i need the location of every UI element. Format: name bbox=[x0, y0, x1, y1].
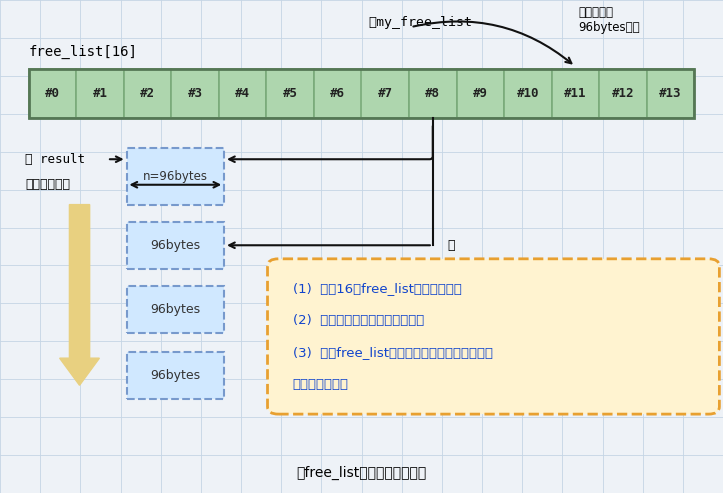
Text: free_list[16]: free_list[16] bbox=[29, 45, 138, 59]
Text: #10: #10 bbox=[516, 87, 539, 100]
Text: ② result: ② result bbox=[25, 153, 85, 166]
Bar bbox=[409, 69, 456, 118]
Bar bbox=[29, 69, 77, 118]
Text: #12: #12 bbox=[612, 87, 634, 100]
Text: 节点变为头节点: 节点变为头节点 bbox=[293, 378, 348, 391]
Text: #11: #11 bbox=[564, 87, 586, 100]
Text: #8: #8 bbox=[425, 87, 440, 100]
Text: (1)  寻找16个free_list中适当的一个: (1) 寻找16个free_list中适当的一个 bbox=[293, 282, 462, 295]
Bar bbox=[456, 69, 504, 118]
Text: 96bytes区块: 96bytes区块 bbox=[578, 21, 640, 34]
Text: (3)  跳转free_list使上一步调出的内存的下一个: (3) 跳转free_list使上一步调出的内存的下一个 bbox=[293, 346, 493, 359]
Bar bbox=[77, 69, 124, 118]
FancyBboxPatch shape bbox=[268, 259, 719, 414]
Text: #7: #7 bbox=[377, 87, 393, 100]
Bar bbox=[362, 69, 409, 118]
Bar bbox=[127, 148, 224, 205]
Bar bbox=[646, 69, 694, 118]
Bar bbox=[127, 222, 224, 269]
Text: #1: #1 bbox=[93, 87, 108, 100]
Bar bbox=[504, 69, 552, 118]
Text: 96bytes: 96bytes bbox=[150, 239, 200, 252]
Bar bbox=[599, 69, 646, 118]
Text: 从free_list调出可用区块内存: 从free_list调出可用区块内存 bbox=[296, 466, 427, 480]
Bar bbox=[127, 286, 224, 333]
Text: 96bytes: 96bytes bbox=[150, 303, 200, 316]
Text: 96bytes: 96bytes bbox=[150, 369, 200, 383]
Bar bbox=[124, 69, 171, 118]
Text: #5: #5 bbox=[283, 87, 298, 100]
Text: #6: #6 bbox=[330, 87, 346, 100]
Text: #4: #4 bbox=[235, 87, 250, 100]
Text: 此节点负责: 此节点负责 bbox=[578, 6, 613, 19]
Bar bbox=[552, 69, 599, 118]
Bar bbox=[219, 69, 267, 118]
Text: #3: #3 bbox=[188, 87, 202, 100]
Bar bbox=[127, 352, 224, 399]
FancyArrow shape bbox=[59, 205, 100, 386]
Text: (2)  记录此时找到的区块开始位置: (2) 记录此时找到的区块开始位置 bbox=[293, 314, 424, 327]
Bar bbox=[171, 69, 219, 118]
Text: #13: #13 bbox=[659, 87, 682, 100]
Bar bbox=[29, 69, 694, 118]
Text: ③: ③ bbox=[448, 239, 455, 252]
Text: n=96bytes: n=96bytes bbox=[143, 170, 208, 183]
Text: #9: #9 bbox=[473, 87, 488, 100]
Text: ①my_free_list: ①my_free_list bbox=[369, 16, 473, 29]
Bar bbox=[314, 69, 362, 118]
Text: #0: #0 bbox=[45, 87, 60, 100]
Text: #2: #2 bbox=[140, 87, 155, 100]
Bar bbox=[267, 69, 314, 118]
Text: 调出这个区块: 调出这个区块 bbox=[25, 178, 70, 191]
